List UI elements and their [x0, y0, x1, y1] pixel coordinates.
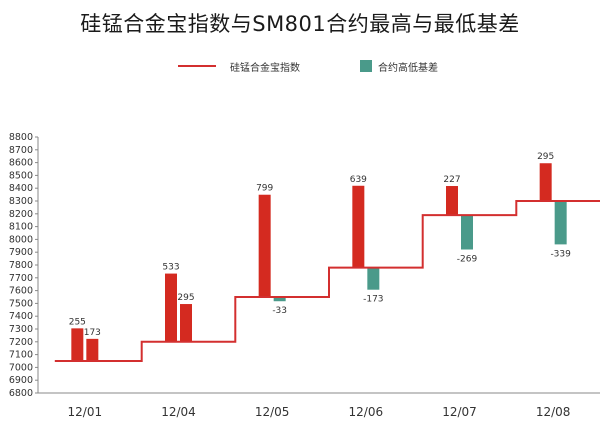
- x-axis: 12/01 12/04 12/05 12/06 12/07 12/08: [38, 392, 600, 419]
- y-tick-label: 8000: [9, 234, 33, 245]
- y-tick-label: 8400: [9, 183, 33, 194]
- index-step-line: [54, 200, 600, 362]
- bar-high-basis: [258, 194, 271, 297]
- y-tick-label: 7700: [9, 273, 33, 284]
- bar-low-basis: [273, 297, 286, 302]
- bar-low-basis: [180, 304, 192, 342]
- y-tick-label: 8300: [9, 196, 33, 207]
- data-label-high: 533: [162, 263, 179, 273]
- data-label-low: -173: [363, 295, 383, 305]
- y-tick-label: 8800: [9, 132, 33, 143]
- y-tick-label: 7400: [9, 311, 33, 322]
- bar-high-basis: [539, 163, 552, 201]
- y-tick-label: 8100: [9, 222, 33, 233]
- data-label-low: -339: [550, 249, 571, 259]
- y-tick-label: 7500: [9, 298, 33, 309]
- bar-high-basis: [352, 185, 365, 268]
- bar-high-basis: [446, 186, 458, 216]
- y-tick-label: 7900: [9, 247, 33, 258]
- y-tick-label: 7600: [9, 286, 33, 297]
- y-tick-label: 7000: [9, 362, 33, 373]
- y-tick-label: 7800: [9, 260, 33, 271]
- data-label-low: -33: [272, 306, 287, 316]
- x-tick-label: 12/08: [536, 405, 571, 419]
- legend-line-swatch: [178, 65, 216, 67]
- index-line-group: [54, 200, 600, 362]
- data-label-high: 295: [537, 152, 554, 162]
- chart-title: 硅锰合金宝指数与SM801合约最高与最低基差: [80, 12, 520, 36]
- bar-high-basis: [165, 273, 177, 342]
- y-tick-label: 7200: [9, 337, 33, 348]
- bar-low-basis: [461, 215, 473, 250]
- x-tick-label: 12/05: [255, 405, 290, 419]
- data-label-low: -269: [457, 255, 478, 265]
- legend-label-basis: 合约高低基差: [378, 62, 438, 74]
- x-tick-label: 12/01: [68, 405, 103, 419]
- data-label-high: 227: [443, 175, 460, 185]
- bar-high-basis: [71, 328, 84, 361]
- y-tick-label: 7300: [9, 324, 33, 335]
- y-tick-label: 8500: [9, 170, 33, 181]
- x-tick-label: 12/06: [349, 405, 384, 419]
- y-tick-label: 7100: [9, 350, 33, 361]
- data-label-high: 799: [256, 184, 273, 194]
- y-tick-label: 8700: [9, 145, 33, 156]
- bar-low-basis: [554, 201, 567, 245]
- legend-box-swatch: [360, 60, 372, 72]
- legend-label-index: 硅锰合金宝指数: [230, 62, 300, 74]
- data-label-high: 639: [350, 175, 367, 185]
- data-label-low: 295: [177, 293, 194, 303]
- data-label-high: 255: [69, 317, 86, 327]
- bar-low-basis: [86, 338, 99, 361]
- y-tick-label: 6800: [9, 388, 33, 399]
- legend: 硅锰合金宝指数 合约高低基差: [0, 56, 600, 76]
- data-label-low: 173: [84, 328, 101, 338]
- x-tick-label: 12/07: [442, 405, 477, 419]
- y-tick-label: 6900: [9, 375, 33, 386]
- bar-low-basis: [367, 267, 380, 290]
- legend-item-index: 硅锰合金宝指数: [178, 56, 300, 76]
- y-tick-label: 8200: [9, 209, 33, 220]
- bars: [71, 163, 567, 361]
- x-tick-label: 12/04: [161, 405, 196, 419]
- y-tick-label: 8600: [9, 158, 33, 169]
- legend-item-basis: 合约高低基差: [360, 56, 438, 76]
